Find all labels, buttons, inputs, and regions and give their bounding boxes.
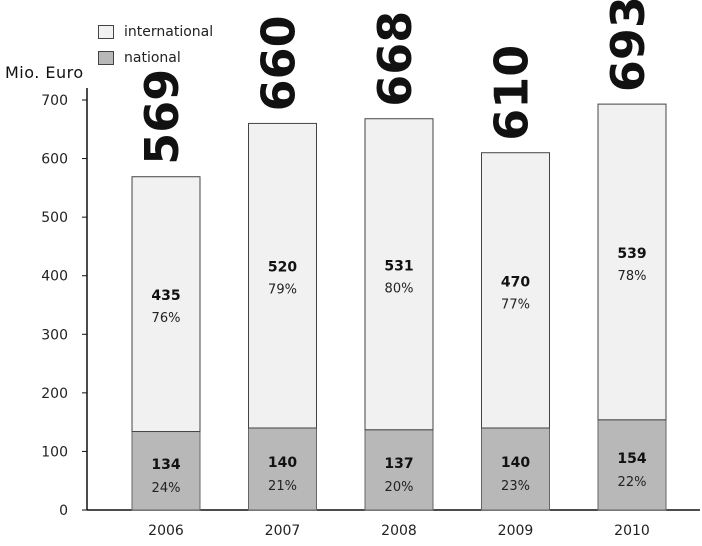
data-label-international-percent: 80%: [385, 281, 414, 296]
data-label-international-percent: 76%: [152, 311, 181, 326]
bar-total-label: 660: [252, 15, 306, 111]
y-tick-label: 300: [41, 327, 68, 343]
y-tick-label: 500: [41, 210, 68, 226]
data-label-international-value: 470: [501, 274, 530, 290]
data-label-international-value: 531: [384, 258, 413, 274]
legend: international national: [98, 22, 213, 74]
legend-item-national: national: [98, 48, 213, 68]
bar-segment-national: [597, 419, 667, 511]
data-label-national-percent: 20%: [385, 480, 414, 495]
legend-swatch-international: [98, 25, 114, 39]
bar-segment-national: [364, 429, 434, 511]
data-label-international-percent: 77%: [501, 297, 530, 312]
bar-total-label: 569: [135, 69, 189, 165]
data-label-national-value: 137: [384, 456, 413, 472]
y-tick-label: 200: [41, 386, 68, 402]
data-label-international-value: 520: [268, 260, 297, 276]
y-tick-label: 0: [59, 503, 68, 519]
y-axis-title: Mio. Euro: [5, 63, 84, 82]
y-tick-label: 400: [41, 269, 68, 285]
data-label-national-value: 154: [617, 451, 646, 467]
bar-segment-international: [131, 176, 201, 433]
bar-segment-international: [248, 122, 317, 429]
data-label-international-value: 435: [151, 288, 180, 304]
bar-total-label: 693: [601, 0, 655, 92]
data-label-national-value: 140: [501, 455, 530, 471]
legend-swatch-national: [98, 51, 114, 65]
x-tick-label: 2009: [498, 523, 534, 539]
bar-segment-international: [481, 152, 550, 429]
x-tick-label: 2007: [265, 523, 301, 539]
data-label-national-percent: 23%: [501, 479, 530, 494]
bar-total-label: 668: [368, 11, 422, 107]
x-tick-label: 2008: [381, 523, 417, 539]
x-tick-label: 2010: [614, 523, 650, 539]
legend-label-international: international: [124, 24, 214, 40]
data-label-international-percent: 79%: [268, 283, 297, 298]
data-label-international-value: 539: [617, 246, 646, 262]
y-tick-label: 100: [41, 444, 68, 460]
bar-segment-international: [364, 118, 434, 431]
bar-segment-national: [481, 427, 550, 511]
legend-item-international: international: [98, 22, 213, 42]
bar-segment-international: [597, 103, 667, 421]
data-label-national-value: 134: [151, 457, 180, 473]
data-label-national-percent: 22%: [618, 475, 647, 490]
data-label-national-percent: 24%: [152, 481, 181, 496]
data-label-national-value: 140: [268, 455, 297, 471]
data-label-international-percent: 78%: [618, 269, 647, 284]
y-tick-label: 600: [41, 152, 68, 168]
bar-total-label: 610: [485, 45, 539, 141]
x-tick-label: 2006: [148, 523, 184, 539]
data-label-national-percent: 21%: [268, 479, 297, 494]
bar-segment-national: [131, 431, 201, 511]
legend-label-national: national: [124, 50, 181, 66]
y-tick-label: 700: [41, 93, 68, 109]
